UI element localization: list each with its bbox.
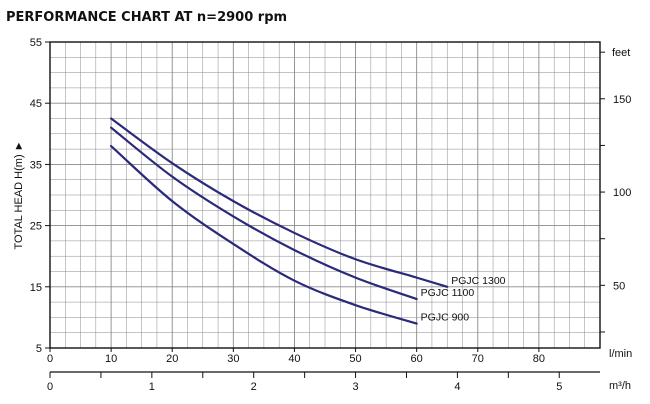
- x-tick-label: 70: [472, 353, 484, 365]
- y2-tick-label: 150: [613, 94, 631, 106]
- x-tick-label: 30: [227, 353, 239, 365]
- series-label: PGJC 1100: [421, 287, 475, 299]
- x-unit-secondary: m³/h: [609, 380, 631, 392]
- x2-tick-label: 0: [47, 381, 53, 393]
- x2-tick-label: 2: [251, 381, 257, 393]
- y2-tick-label: 50: [613, 280, 625, 292]
- x-tick-label: 10: [105, 353, 117, 365]
- y-unit-secondary: feet: [612, 47, 630, 59]
- x2-tick-label: 1: [149, 381, 155, 393]
- y-tick-label: 15: [30, 282, 42, 294]
- y-tick-label: 45: [30, 98, 42, 110]
- chart-grid: [49, 41, 601, 349]
- plot-frame: [49, 41, 601, 349]
- x-unit-primary: l/min: [609, 348, 632, 360]
- x-tick-label: 20: [166, 353, 178, 365]
- x-tick-label: 80: [533, 353, 545, 365]
- y2-tick-label: 100: [613, 187, 631, 199]
- x2-tick-label: 3: [352, 381, 358, 393]
- x2-tick-label: 5: [556, 381, 562, 393]
- x-tick-labels: 0 10 20 30 40 50 60 70 80: [47, 348, 545, 365]
- chart-title: PERFORMANCE CHART AT n=2900 rpm: [6, 10, 287, 25]
- x-tick-label: 40: [288, 353, 300, 365]
- y-axis-label: TOTAL HEAD H(m) ►: [13, 140, 25, 249]
- series-label: PGJC 900: [421, 312, 470, 324]
- series-line: [110, 144, 418, 325]
- y-tick-label: 55: [30, 37, 42, 49]
- x2-tick-label: 4: [454, 381, 460, 393]
- series-line: [110, 126, 418, 301]
- x-tick-label: 50: [349, 353, 361, 365]
- series-label: PGJC 1300: [451, 275, 505, 287]
- y-tick-label: 5: [36, 343, 42, 355]
- secondary-x-axis: 0 1 2 3 4 5: [47, 371, 600, 393]
- x-tick-label: 60: [411, 353, 423, 365]
- y-tick-labels: 5 15 25 35 45 55: [30, 37, 50, 355]
- y2-tick-labels: 50 100 150: [600, 51, 631, 333]
- series-lines: [110, 117, 449, 325]
- x-tick-label: 0: [47, 353, 53, 365]
- series-line: [110, 117, 449, 288]
- y-tick-label: 35: [30, 159, 42, 171]
- y-tick-label: 25: [30, 221, 42, 233]
